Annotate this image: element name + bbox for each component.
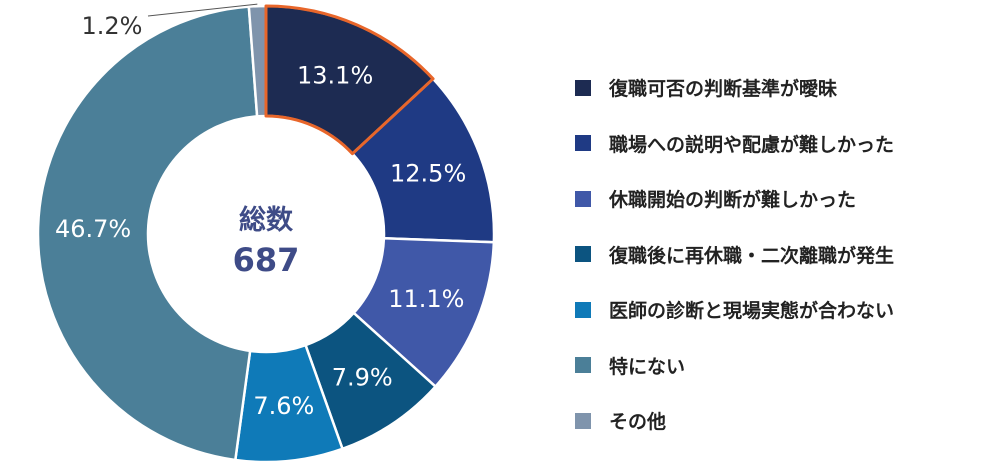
- legend-item-leave-start-decision: 休職開始の判断が難しかった: [575, 181, 894, 216]
- center-total-value: 687: [233, 241, 300, 279]
- legend-item-relapse-after-return: 復職後に再休職・二次離職が発生: [575, 237, 894, 272]
- legend-swatch: [575, 357, 591, 373]
- legend-label: 休職開始の判断が難しかった: [609, 189, 857, 211]
- legend-label: 職場への説明や配慮が難しかった: [609, 133, 895, 156]
- legend-swatch: [575, 301, 591, 318]
- legend-item-explaining-to-workplace: 職場への説明や配慮が難しかった: [575, 126, 894, 161]
- legend-swatch: [575, 246, 591, 262]
- callout-line-other: [147, 3, 258, 17]
- value-label-leave-start-decision: 11.1%: [388, 285, 464, 313]
- value-label-doctor-vs-workplace-gap: 7.6%: [253, 392, 314, 420]
- legend-swatch: [575, 190, 591, 207]
- legend-item-nothing-in-particular: 特にない: [575, 348, 894, 383]
- legend-label: 復職後に再休職・二次離職が発生: [609, 244, 895, 267]
- slice-nothing-in-particular: [36, 5, 259, 462]
- legend-label: 特にない: [609, 355, 686, 378]
- slice-highlight-outline: [264, 4, 435, 156]
- legend-swatch: [575, 412, 591, 429]
- legend-swatch: [575, 79, 591, 96]
- legend-item-doctor-vs-workplace-gap: 医師の診断と現場実態が合わない: [575, 292, 894, 327]
- legend-item-other: その他: [575, 403, 894, 438]
- legend: 復職可否の判断基準が曖昧職場への説明や配慮が難しかった 休職開始の判断が難しかった…: [575, 70, 894, 459]
- value-label-nothing-in-particular: 46.7%: [55, 215, 131, 243]
- center-title: 総数: [239, 204, 294, 236]
- value-label-explaining-to-workplace: 12.5%: [390, 160, 466, 188]
- value-label-ambiguous-criteria: 13.1%: [297, 61, 373, 89]
- legend-label: その他: [609, 411, 667, 433]
- value-label-relapse-after-return: 7.9%: [332, 364, 393, 392]
- legend-swatch: [575, 135, 591, 151]
- legend-item-ambiguous-criteria: 復職可否の判断基準が曖昧: [575, 70, 894, 105]
- legend-label: 復職可否の判断基準が曖昧: [609, 78, 838, 100]
- value-label-other: 1.2%: [82, 12, 143, 40]
- legend-label: 医師の診断と現場実態が合わない: [609, 300, 895, 322]
